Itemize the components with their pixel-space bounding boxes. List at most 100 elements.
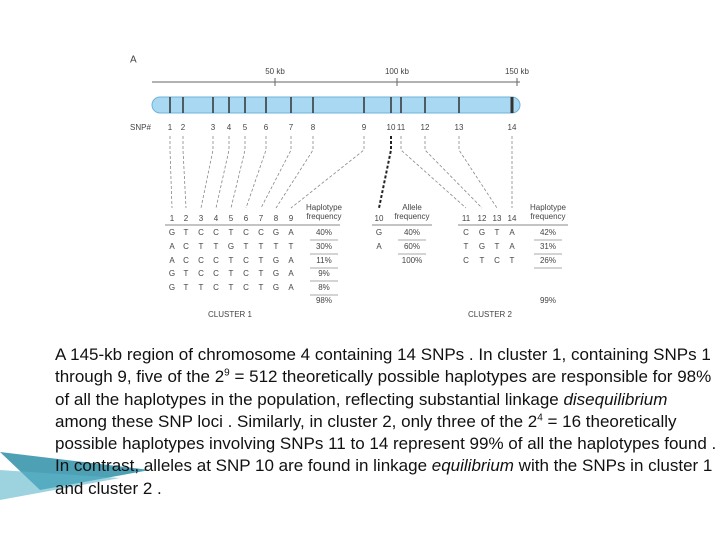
column-header: 5 — [229, 214, 234, 223]
frequency: 9% — [318, 269, 330, 278]
column-header: 9 — [289, 214, 294, 223]
snp-label: 6 — [264, 123, 269, 132]
allele: A — [288, 269, 294, 278]
frequency-header: Haplotype — [530, 203, 567, 212]
caption: A 145-kb region of chromosome 4 containi… — [55, 344, 720, 500]
frequency-header: frequency — [306, 212, 341, 221]
allele: T — [184, 269, 189, 278]
snp-label: 10 — [387, 123, 396, 132]
snp-connector — [290, 136, 365, 209]
allele: G — [273, 269, 279, 278]
allele: A — [509, 228, 515, 237]
allele: G — [479, 242, 485, 251]
allele: C — [213, 256, 219, 265]
allele: A — [509, 242, 515, 251]
allele: T — [480, 256, 485, 265]
frequency: 42% — [540, 228, 556, 237]
allele: T — [495, 242, 500, 251]
allele: C — [463, 256, 469, 265]
allele: T — [510, 256, 515, 265]
column-header: 10 — [375, 214, 384, 223]
allele: C — [258, 228, 264, 237]
allele: T — [214, 242, 219, 251]
allele: T — [229, 269, 234, 278]
caption-text: among these SNP loci . Similarly, in clu… — [55, 411, 538, 431]
snp-axis-label: SNP# — [130, 123, 151, 132]
snp-connector — [275, 136, 314, 209]
ruler-label: 100 kb — [385, 67, 410, 76]
allele: C — [213, 269, 219, 278]
snp-connector — [400, 136, 467, 209]
superscript: 9 — [224, 367, 230, 379]
frequency: 40% — [404, 228, 420, 237]
allele: C — [463, 228, 469, 237]
allele: T — [259, 269, 264, 278]
cluster-label: CLUSTER 1 — [208, 310, 253, 319]
snp-label: 13 — [455, 123, 464, 132]
snp-connector — [200, 136, 214, 209]
allele: C — [243, 283, 249, 292]
snp-connector — [169, 136, 173, 209]
snp-label: 1 — [168, 123, 173, 132]
allele: T — [259, 242, 264, 251]
snp-label: 5 — [243, 123, 248, 132]
allele: C — [243, 256, 249, 265]
column-header: 7 — [259, 214, 264, 223]
allele: G — [169, 283, 175, 292]
total-frequency: 100% — [402, 256, 422, 265]
snp-label: 2 — [181, 123, 186, 132]
allele: T — [184, 283, 189, 292]
caption-italic: disequilibrium — [563, 389, 668, 409]
allele: C — [213, 283, 219, 292]
snp-label: 3 — [211, 123, 216, 132]
snp-label: 12 — [421, 123, 430, 132]
frequency-header: frequency — [530, 212, 565, 221]
column-header: 11 — [462, 214, 471, 223]
allele: C — [213, 228, 219, 237]
snp-connector — [245, 136, 267, 209]
allele: T — [259, 256, 264, 265]
chromosome — [151, 96, 521, 114]
ruler-label: 150 kb — [505, 67, 530, 76]
decoration — [0, 470, 120, 500]
allele: G — [169, 269, 175, 278]
allele: A — [169, 242, 175, 251]
frequency-header: Haplotype — [306, 203, 343, 212]
allele: C — [183, 256, 189, 265]
snp-connector — [458, 136, 498, 209]
allele: G — [169, 228, 175, 237]
allele: T — [259, 283, 264, 292]
snp-connector — [378, 136, 392, 209]
snp-label: 11 — [397, 123, 406, 132]
allele: A — [376, 242, 382, 251]
column-header: 8 — [274, 214, 279, 223]
allele: T — [229, 283, 234, 292]
snp-label: 8 — [311, 123, 316, 132]
allele: C — [243, 228, 249, 237]
allele: C — [198, 228, 204, 237]
allele: G — [273, 256, 279, 265]
frequency: 11% — [316, 256, 331, 265]
allele: A — [288, 228, 294, 237]
caption-text: with the SNPs in cluster 1 and cluster 2… — [55, 456, 713, 498]
allele: T — [244, 242, 249, 251]
caption-text: = 512 theoretically possible haplotypes … — [55, 367, 712, 409]
allele: T — [289, 242, 294, 251]
snp-label: 7 — [289, 123, 294, 132]
allele: T — [495, 228, 500, 237]
allele: G — [273, 228, 279, 237]
frequency-header: Allele — [402, 203, 422, 212]
caption-italic: equilibrium — [431, 456, 514, 476]
allele: A — [288, 256, 294, 265]
snp-label: 14 — [508, 123, 517, 132]
snp-connector — [230, 136, 246, 209]
frequency: 26% — [540, 256, 556, 265]
allele: C — [198, 269, 204, 278]
frequency: 60% — [404, 242, 420, 251]
allele: C — [198, 256, 204, 265]
allele: T — [229, 256, 234, 265]
frequency: 30% — [316, 242, 332, 251]
snp-label: 4 — [227, 123, 232, 132]
